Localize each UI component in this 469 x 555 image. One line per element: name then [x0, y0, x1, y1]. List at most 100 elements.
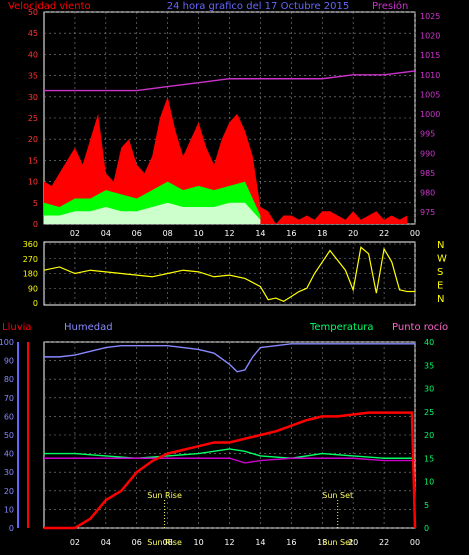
wind-tick-label: 5 — [33, 199, 38, 208]
humidity-tick-label: 0 — [9, 524, 14, 533]
direction-letter: N — [437, 240, 444, 251]
pressure-tick-label: 1020 — [420, 32, 440, 41]
temperature-tick-label: 5 — [424, 501, 429, 510]
climate-x-tick-label: 22 — [379, 538, 389, 547]
humidity-tick-label: 20 — [4, 487, 14, 496]
dewpoint-axis-title: Punto rocío — [392, 321, 448, 333]
direction-tick-label: 360 — [23, 240, 38, 249]
wind-tick-label: 35 — [28, 72, 38, 81]
pressure-tick-label: 995 — [420, 130, 435, 139]
pressure-tick-label: 990 — [420, 149, 435, 158]
wind-x-tick-label: 04 — [101, 229, 111, 238]
wind-x-tick-label: 10 — [193, 229, 203, 238]
wind-tick-label: 25 — [28, 114, 38, 123]
dewpoint-line — [44, 457, 415, 464]
wind-tick-label: 15 — [28, 156, 38, 165]
wind-x-tick-label: 12 — [224, 229, 234, 238]
temperature-tick-label: 10 — [424, 478, 434, 487]
humidity-tick-label: 100 — [0, 338, 14, 347]
pressure-line — [44, 70, 416, 92]
temperature-tick-label: 35 — [424, 361, 434, 370]
rain-axis-title: Lluvia — [2, 322, 32, 333]
rain-line — [44, 411, 417, 530]
temperature-tick-label: 15 — [424, 454, 434, 463]
direction-letter: W — [437, 254, 447, 265]
sunset-axis-label: Sun Set — [322, 538, 353, 547]
pressure-tick-label: 975 — [420, 208, 435, 217]
pressure-tick-label: 1015 — [420, 51, 440, 60]
humidity-tick-label: 50 — [4, 431, 14, 440]
climate-x-tick-label: 16 — [286, 538, 296, 547]
climate-chart: 0102030405060708090100051015202530354002… — [0, 338, 434, 547]
direction-tick-label: 90 — [28, 284, 38, 293]
humidity-tick-label: 10 — [4, 505, 14, 514]
sunrise-label: Sun Rise — [147, 491, 182, 500]
wind-x-tick-label: 08 — [163, 229, 173, 238]
pressure-tick-label: 985 — [420, 169, 435, 178]
wind-x-tick-label: 22 — [379, 229, 389, 238]
temperature-tick-label: 40 — [424, 338, 434, 347]
direction-chart: 0 90 180 270 360 — [23, 240, 416, 308]
temperature-tick-label: 25 — [424, 408, 434, 417]
climate-x-tick-label: 08 — [163, 538, 173, 547]
humidity-tick-label: 40 — [4, 450, 14, 459]
temperature-tick-label: 30 — [424, 385, 434, 394]
temperature-tick-label: 0 — [424, 524, 429, 533]
climate-x-tick-label: 12 — [224, 538, 234, 547]
direction-letter: E — [437, 281, 443, 292]
climate-x-tick-label: 10 — [193, 538, 203, 547]
wind-tick-label: 20 — [28, 135, 38, 144]
humidity-tick-label: 30 — [4, 468, 14, 477]
sunset-label: Sun Set — [322, 491, 353, 500]
pressure-tick-label: 1010 — [420, 71, 440, 80]
wind-x-tick-label: 18 — [317, 229, 327, 238]
humidity-line — [44, 343, 415, 373]
climate-x-tick-label: 00 — [410, 538, 420, 547]
humidity-tick-label: 80 — [4, 375, 14, 384]
pressure-tick-label: 1000 — [420, 110, 440, 119]
humidity-axis-title: Humedad — [64, 322, 113, 333]
wind-tick-label: 10 — [28, 178, 38, 187]
direction-tick-label: 270 — [23, 255, 38, 264]
direction-letter: S — [437, 267, 443, 278]
wind-avg-area — [44, 202, 261, 224]
wind-x-tick-label: 14 — [255, 229, 265, 238]
temperature-axis-title: Temperatura — [309, 322, 374, 333]
climate-x-tick-label: 20 — [348, 538, 358, 547]
pressure-tick-label: 980 — [420, 189, 435, 198]
chart-title: 24 hora grafico del 17 Octubre 2015 — [167, 1, 349, 12]
humidity-tick-label: 60 — [4, 412, 14, 421]
wind-axis-title: Velocidad viento — [8, 1, 91, 12]
humidity-tick-label: 70 — [4, 394, 14, 403]
wind-tick-label: 0 — [33, 220, 38, 229]
wind-tick-label: 30 — [28, 93, 38, 102]
climate-x-tick-label: 18 — [317, 538, 327, 547]
wind-chart: 0510152025303540455097598098599099510001… — [28, 8, 441, 238]
direction-letter: N — [437, 294, 444, 305]
sunrise-axis-label: Sun Rise — [147, 538, 182, 547]
pressure-axis-title: Presión — [372, 0, 408, 12]
direction-tick-label: 0 — [33, 299, 38, 308]
wind-x-tick-label: 00 — [410, 229, 420, 238]
wind-x-tick-label: 20 — [348, 229, 358, 238]
direction-tick-label: 180 — [23, 270, 38, 279]
wind-tick-label: 40 — [28, 50, 38, 59]
climate-x-tick-label: 14 — [255, 538, 265, 547]
climate-x-tick-label: 06 — [132, 538, 142, 547]
wind-tick-label: 45 — [28, 29, 38, 38]
pressure-tick-label: 1005 — [420, 90, 440, 99]
humidity-tick-label: 90 — [4, 357, 14, 366]
temperature-tick-label: 20 — [424, 431, 434, 440]
climate-x-tick-label: 02 — [70, 538, 80, 547]
direction-line — [43, 246, 415, 303]
wind-x-tick-label: 06 — [132, 229, 142, 238]
pressure-tick-label: 1025 — [420, 12, 440, 21]
wind-x-tick-label: 02 — [70, 229, 80, 238]
temperature-line — [44, 448, 415, 459]
climate-x-tick-label: 04 — [101, 538, 111, 547]
wind-x-tick-label: 16 — [286, 229, 296, 238]
wind-speed-area — [44, 96, 408, 224]
